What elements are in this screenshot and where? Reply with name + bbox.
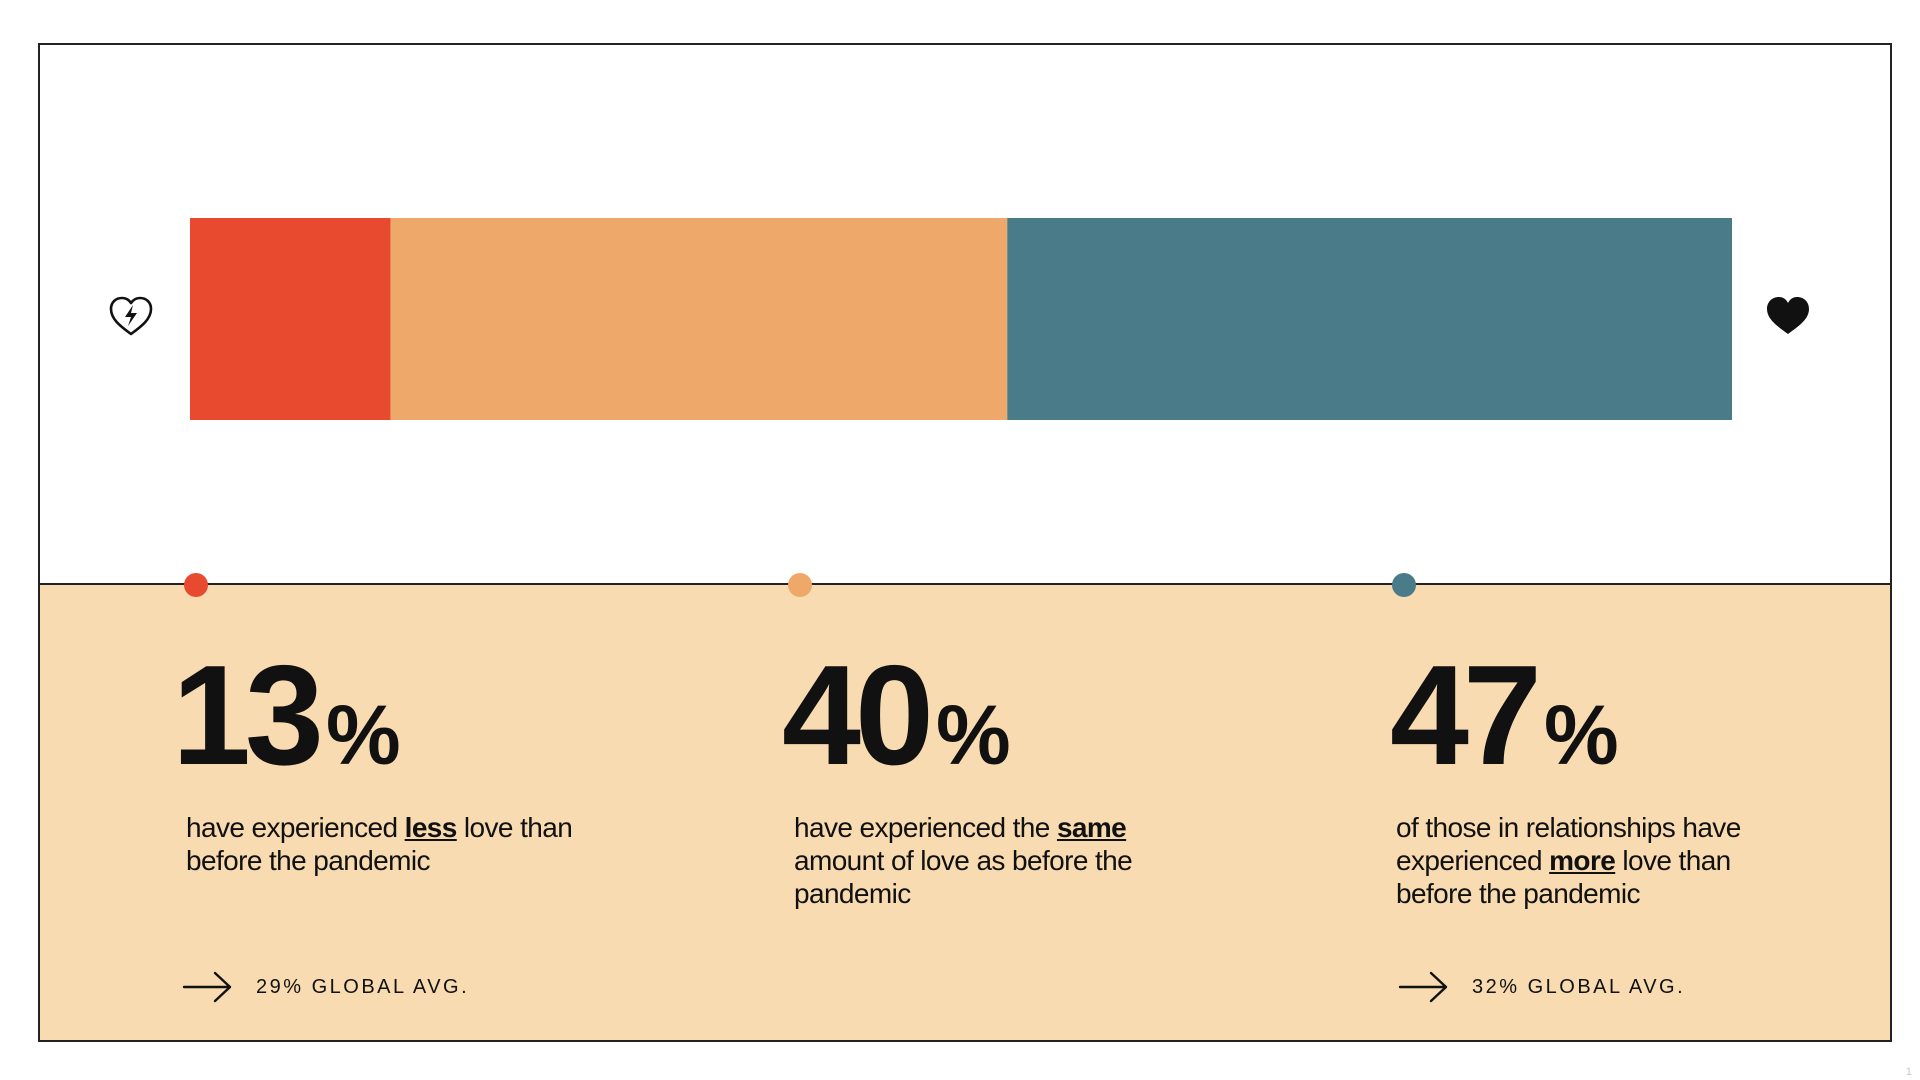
chart-panel xyxy=(40,45,1890,585)
emphasis-less: less xyxy=(404,812,458,843)
stat-less: 13 % have experienced less love than bef… xyxy=(172,645,586,877)
percent-sign: % xyxy=(325,688,401,782)
broken-heart-icon xyxy=(109,296,153,336)
arrow-right-icon xyxy=(182,971,232,1003)
stat-value: 40 xyxy=(782,636,934,795)
stat-value: 47 xyxy=(1390,636,1542,795)
emphasis-same: same xyxy=(1056,812,1127,843)
stat-description: of those in relationships have experienc… xyxy=(1396,812,1741,909)
global-avg-more: 32% GLOBAL AVG. xyxy=(1398,969,1685,1005)
stat-percentage: 40 % xyxy=(782,645,1154,787)
bar-segment-less xyxy=(190,218,391,420)
stat-value: 13 xyxy=(172,636,324,795)
stat-description: have experienced less love than before t… xyxy=(186,812,573,876)
stat-more: 47 % of those in relationships have expe… xyxy=(1390,645,1776,910)
stat-same: 40 % have experienced the same amount of… xyxy=(782,645,1154,910)
stat-percentage: 13 % xyxy=(172,645,586,787)
stacked-bar-chart xyxy=(190,218,1732,420)
heart-icon xyxy=(1767,297,1809,334)
stat-description: have experienced the same amount of love… xyxy=(794,812,1133,909)
legend-dot-same xyxy=(788,573,812,597)
stat-percentage: 47 % xyxy=(1390,645,1776,787)
global-avg-label: 32% GLOBAL AVG. xyxy=(1472,975,1686,998)
arrow-right-icon xyxy=(1398,971,1448,1003)
percent-sign: % xyxy=(1543,688,1619,782)
percent-sign: % xyxy=(935,688,1011,782)
global-avg-label: 29% GLOBAL AVG. xyxy=(256,975,470,998)
global-avg-less: 29% GLOBAL AVG. xyxy=(182,969,469,1005)
slide-frame: 13 % have experienced less love than bef… xyxy=(38,43,1892,1042)
page-number: 1 xyxy=(1905,1066,1912,1078)
bar-segment-more xyxy=(1007,218,1732,420)
emphasis-more: more xyxy=(1549,845,1616,876)
stats-panel xyxy=(40,585,1890,1040)
bar-segment-same xyxy=(390,218,1008,420)
legend-dot-more xyxy=(1392,573,1416,597)
legend-dot-less xyxy=(184,573,208,597)
